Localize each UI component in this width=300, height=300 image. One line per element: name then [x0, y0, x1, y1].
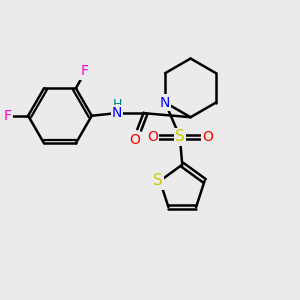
Text: F: F: [4, 109, 12, 123]
Text: O: O: [147, 130, 158, 144]
Text: H: H: [112, 98, 122, 111]
Text: N: N: [160, 95, 170, 110]
Text: O: O: [129, 133, 140, 147]
Text: S: S: [175, 129, 185, 144]
Text: O: O: [202, 130, 213, 144]
Text: N: N: [112, 106, 122, 120]
Text: F: F: [80, 64, 88, 78]
Text: S: S: [153, 173, 163, 188]
